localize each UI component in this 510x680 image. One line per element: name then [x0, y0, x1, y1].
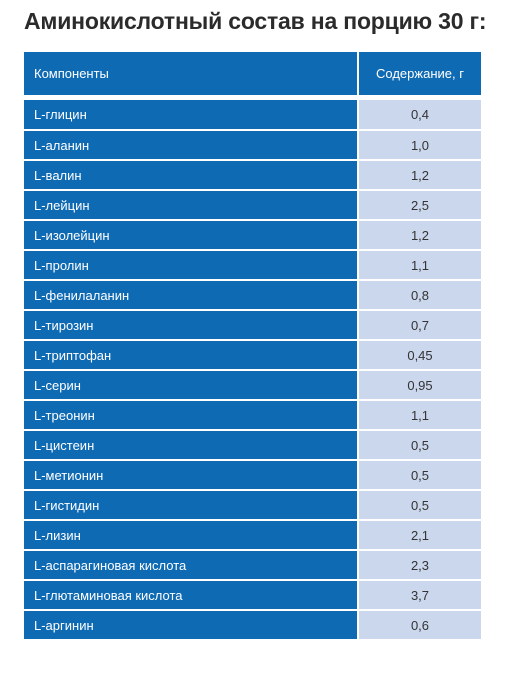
component-name: L-аланин	[24, 130, 359, 161]
component-value: 0,7	[358, 310, 481, 341]
table-row: L-треонин 1,1	[24, 400, 481, 431]
component-name: L-глицин	[24, 100, 359, 131]
table-row: L-изолейцин 1,2	[24, 220, 481, 251]
component-value: 2,3	[358, 550, 481, 581]
table-row: L-фенилаланин 0,8	[24, 280, 481, 311]
component-name: L-цистеин	[24, 430, 359, 461]
component-name: L-треонин	[24, 400, 359, 431]
table-row: L-аланин 1,0	[24, 130, 481, 161]
component-name: L-аргинин	[24, 610, 359, 641]
table-row: L-цистеин 0,5	[24, 430, 481, 461]
component-value: 0,8	[358, 280, 481, 311]
table-row: L-глицин 0,4	[24, 100, 481, 131]
table-row: L-метионин 0,5	[24, 460, 481, 491]
component-name: L-аспарагиновая кислота	[24, 550, 359, 581]
component-value: 0,5	[358, 490, 481, 521]
table-row: L-триптофан 0,45	[24, 340, 481, 371]
column-header-components: Компоненты	[24, 52, 359, 97]
component-value: 0,5	[358, 460, 481, 491]
component-value: 0,6	[358, 610, 481, 641]
component-value: 3,7	[358, 580, 481, 611]
component-value: 0,5	[358, 430, 481, 461]
component-name: L-лейцин	[24, 190, 359, 221]
component-name: L-изолейцин	[24, 220, 359, 251]
table-row: L-тирозин 0,7	[24, 310, 481, 341]
component-name: L-метионин	[24, 460, 359, 491]
component-name: L-гистидин	[24, 490, 359, 521]
table-row: L-аргинин 0,6	[24, 610, 481, 641]
component-value: 0,4	[358, 100, 481, 131]
amino-acid-table: Компоненты Содержание, г L-глицин 0,4 L-…	[24, 52, 481, 641]
component-value: 2,1	[358, 520, 481, 551]
component-name: L-фенилаланин	[24, 280, 359, 311]
table-row: L-лизин 2,1	[24, 520, 481, 551]
component-name: L-глютаминовая кислота	[24, 580, 359, 611]
table-row: L-пролин 1,1	[24, 250, 481, 281]
table-row: L-валин 1,2	[24, 160, 481, 191]
component-value: 2,5	[358, 190, 481, 221]
component-value: 0,95	[358, 370, 481, 401]
table-header-row: Компоненты Содержание, г	[24, 52, 481, 97]
component-name: L-серин	[24, 370, 359, 401]
column-header-content: Содержание, г	[358, 52, 481, 97]
component-value: 1,1	[358, 250, 481, 281]
component-name: L-триптофан	[24, 340, 359, 371]
table-row: L-аспарагиновая кислота 2,3	[24, 550, 481, 581]
component-value: 1,1	[358, 400, 481, 431]
component-value: 1,2	[358, 220, 481, 251]
component-name: L-пролин	[24, 250, 359, 281]
component-name: L-тирозин	[24, 310, 359, 341]
table-row: L-лейцин 2,5	[24, 190, 481, 221]
table-row: L-гистидин 0,5	[24, 490, 481, 521]
component-value: 1,0	[358, 130, 481, 161]
component-value: 0,45	[358, 340, 481, 371]
table-row: L-серин 0,95	[24, 370, 481, 401]
component-name: L-лизин	[24, 520, 359, 551]
component-value: 1,2	[358, 160, 481, 191]
table-row: L-глютаминовая кислота 3,7	[24, 580, 481, 611]
component-name: L-валин	[24, 160, 359, 191]
page-title: Аминокислотный состав на порцию 30 г:	[24, 8, 487, 34]
